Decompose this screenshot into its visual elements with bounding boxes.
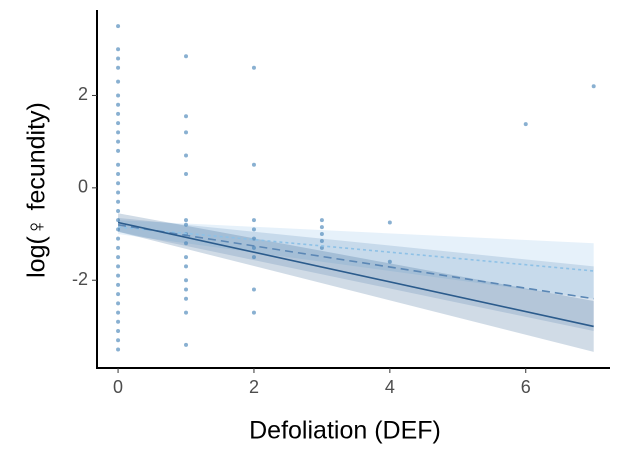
data-point: [387, 220, 392, 225]
data-point: [116, 148, 121, 153]
data-point: [387, 259, 392, 264]
data-point: [116, 282, 121, 287]
data-point: [116, 273, 121, 278]
data-point: [116, 264, 121, 269]
data-point: [116, 255, 121, 260]
fit-line: [117, 226, 594, 272]
data-point: [116, 310, 121, 315]
x-axis-title: Defoliation (DEF): [249, 417, 441, 445]
data-point: [184, 218, 189, 223]
data-point: [116, 47, 121, 52]
y-tick-label: -2: [72, 269, 88, 289]
data-point: [116, 56, 121, 61]
data-point: [184, 171, 189, 176]
data-point: [184, 241, 189, 246]
data-point: [116, 190, 121, 195]
data-point: [116, 338, 121, 343]
data-point: [319, 232, 324, 237]
data-point: [251, 227, 256, 232]
data-point: [116, 139, 121, 144]
data-point: [184, 54, 189, 59]
data-point: [116, 218, 121, 223]
data-point: [116, 245, 121, 250]
data-point: [184, 342, 189, 347]
fit-line: [117, 221, 594, 328]
data-point: [116, 162, 121, 167]
data-point: [116, 301, 121, 306]
data-point: [319, 238, 324, 243]
data-point: [319, 245, 324, 250]
data-point: [116, 121, 121, 126]
data-point: [116, 79, 121, 84]
data-point: [184, 278, 189, 283]
x-tick-label: 4: [385, 377, 395, 397]
data-point: [251, 287, 256, 292]
data-point: [116, 93, 121, 98]
data-point: [116, 24, 121, 29]
data-point: [251, 255, 256, 260]
data-point: [116, 292, 121, 297]
data-point: [116, 102, 121, 107]
data-point: [251, 310, 256, 315]
data-point: [116, 347, 121, 352]
data-point: [319, 225, 324, 230]
data-point: [184, 222, 189, 227]
data-point: [184, 153, 189, 158]
data-point: [184, 287, 189, 292]
data-point: [184, 310, 189, 315]
data-point: [251, 218, 256, 223]
data-point: [116, 130, 121, 135]
y-tick-label: 2: [78, 84, 88, 104]
data-point: [116, 111, 121, 116]
x-tick-label: 6: [521, 377, 531, 397]
data-point: [116, 329, 121, 334]
data-point: [319, 218, 324, 223]
y-tick-label: 0: [78, 177, 88, 197]
data-point: [116, 171, 121, 176]
data-point: [116, 227, 121, 232]
data-point: [251, 65, 256, 70]
data-point: [116, 236, 121, 241]
data-point: [184, 130, 189, 135]
data-point: [251, 236, 256, 241]
data-point: [184, 264, 189, 269]
data-point: [116, 181, 121, 186]
fit-line: [117, 224, 594, 300]
x-tick-label: 0: [113, 377, 123, 397]
data-point: [184, 296, 189, 301]
data-point: [116, 65, 121, 70]
data-point: [184, 255, 189, 260]
data-point: [116, 208, 121, 213]
data-point: [116, 199, 121, 204]
y-axis-title: log(♀ fecundity): [23, 102, 51, 278]
data-point: [591, 84, 596, 89]
data-point: [116, 319, 121, 324]
data-point: [184, 114, 189, 119]
confidence-band: [118, 220, 594, 299]
data-point: [523, 122, 528, 127]
data-point: [251, 245, 256, 250]
data-point: [251, 162, 256, 167]
x-tick-label: 2: [249, 377, 259, 397]
